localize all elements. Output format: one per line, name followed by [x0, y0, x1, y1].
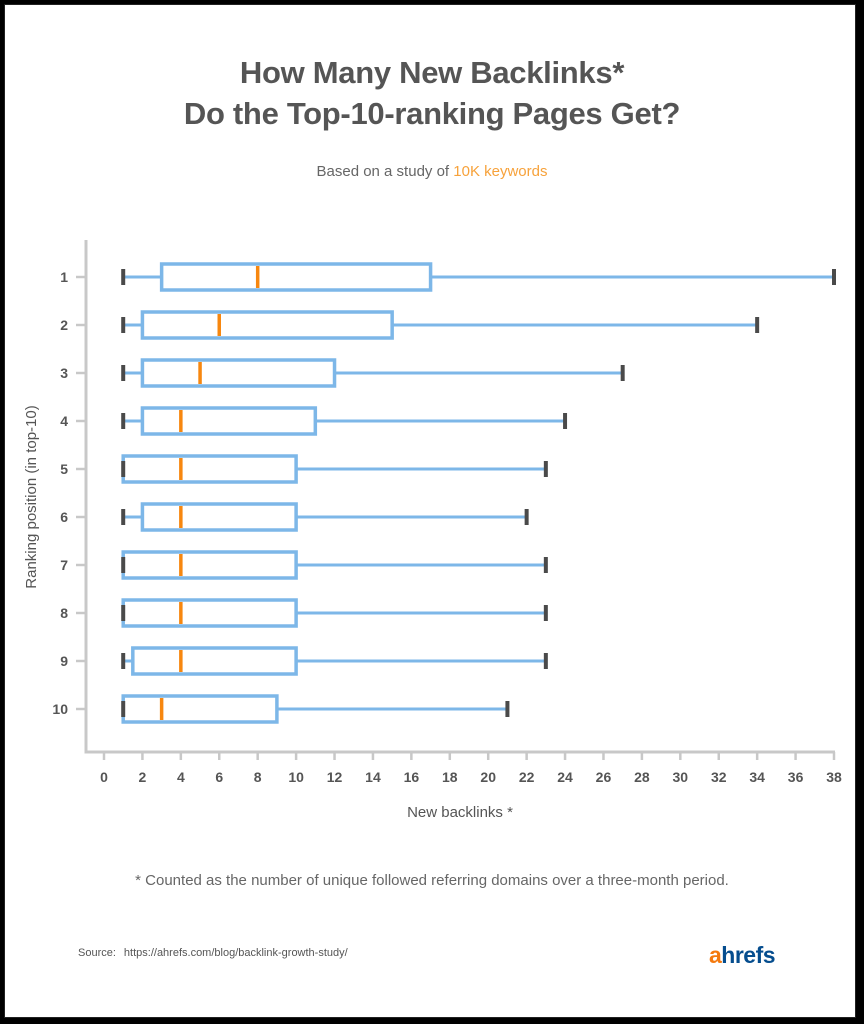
title-line-1: How Many New Backlinks*: [239, 55, 625, 90]
x-tick-label: 34: [749, 769, 765, 785]
x-tick-label: 16: [404, 769, 420, 785]
x-tick-label: 30: [673, 769, 689, 785]
y-tick-label: 1: [60, 269, 68, 285]
iqr-box: [140, 310, 394, 340]
iqr-box: [140, 358, 337, 388]
x-tick-label: 24: [557, 769, 573, 785]
x-tick-label: 38: [826, 769, 842, 785]
iqr-box: [159, 262, 433, 292]
source-line: Source: https://ahrefs.com/blog/backlink-…: [78, 947, 348, 959]
x-tick-label: 4: [177, 769, 185, 785]
y-tick-label: 2: [60, 317, 68, 333]
source-label: Source:: [78, 947, 116, 959]
y-tick-label: 4: [60, 413, 68, 429]
x-tick-label: 22: [519, 769, 535, 785]
x-tick-label: 6: [215, 769, 223, 785]
y-tick-label: 10: [52, 701, 68, 717]
chart-subtitle: Based on a study of 10K keywords: [0, 163, 864, 180]
box-row-7: [121, 550, 548, 580]
x-tick-label: 10: [288, 769, 304, 785]
iqr-box: [140, 406, 318, 436]
box-row-8: [121, 598, 548, 628]
chart-axes: 0 2 4 6 8 10 12 14 16 18 20 22 24 26 28 30 32 34 36 3812345…: [52, 240, 842, 785]
iqr-box: [121, 694, 279, 724]
box-row-9: [121, 646, 548, 676]
iqr-box: [140, 502, 298, 532]
source-link[interactable]: https://ahrefs.com/blog/backlink-growth-…: [123, 947, 348, 959]
title-line-2: Do the Top-10-ranking Pages Get?: [183, 96, 681, 131]
iqr-box: [121, 598, 298, 628]
y-tick-label: 6: [60, 509, 68, 525]
chart-boxes: [121, 262, 836, 724]
box-row-4: [121, 406, 568, 436]
y-tick-label: 9: [60, 653, 68, 669]
subtitle-highlight: 10K keywords: [453, 163, 548, 180]
chart-title: How Many New Backlinks* Do the Top-10-ra…: [0, 52, 864, 134]
subtitle-prefix: Based on a study of: [316, 163, 454, 180]
y-axis-label: Ranking position (in top-10): [23, 405, 40, 588]
box-row-2: [121, 310, 760, 340]
box-row-5: [121, 454, 548, 484]
x-tick-label: 2: [139, 769, 147, 785]
iqr-box: [121, 454, 298, 484]
x-tick-label: 0: [100, 769, 108, 785]
x-tick-label: 12: [327, 769, 343, 785]
y-tick-label: 8: [60, 605, 68, 621]
ahrefs-logo: ahrefs: [709, 942, 776, 969]
x-axis-label: New backlinks *: [407, 804, 513, 821]
iqr-box: [121, 550, 298, 580]
x-tick-label: 18: [442, 769, 458, 785]
y-tick-label: 3: [60, 365, 68, 381]
footnote: * Counted as the number of unique follow…: [135, 872, 729, 889]
box-row-3: [121, 358, 625, 388]
y-tick-label: 5: [60, 461, 68, 477]
x-tick-label: 32: [711, 769, 727, 785]
box-row-6: [121, 502, 529, 532]
logo-text: hrefs: [721, 942, 776, 968]
x-tick-label: 8: [254, 769, 262, 785]
x-tick-label: 36: [788, 769, 804, 785]
iqr-box: [131, 646, 298, 676]
logo-letter-a: a: [709, 942, 722, 968]
box-row-10: [121, 694, 510, 724]
box-row-1: [121, 262, 836, 292]
x-tick-label: 20: [480, 769, 496, 785]
x-tick-label: 28: [634, 769, 650, 785]
y-tick-label: 7: [60, 557, 68, 573]
x-tick-label: 26: [596, 769, 612, 785]
x-tick-label: 14: [365, 769, 381, 785]
